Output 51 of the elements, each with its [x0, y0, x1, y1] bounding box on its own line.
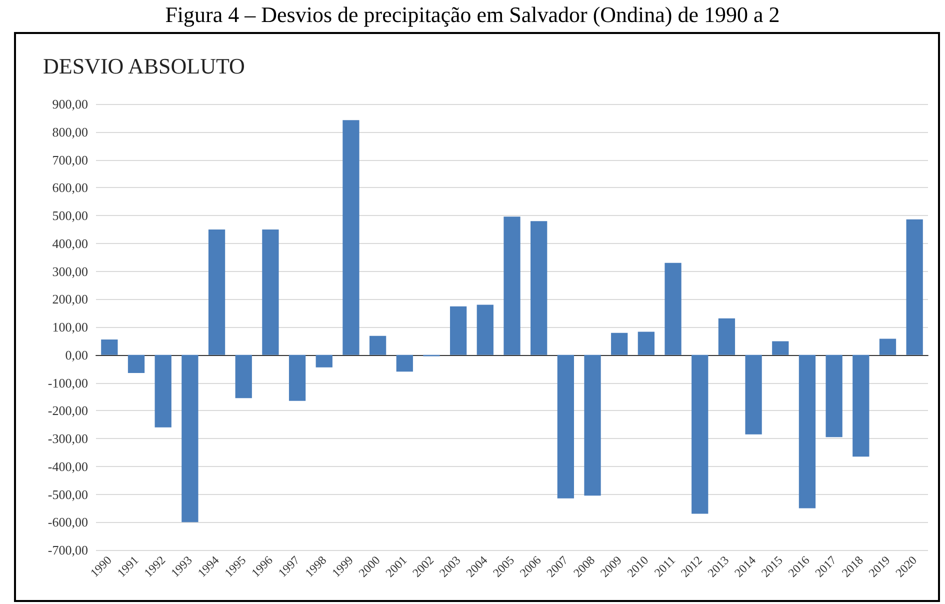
y-tick-label: 300,00 — [52, 264, 88, 279]
y-tick-label: 700,00 — [52, 152, 88, 168]
bar — [101, 340, 118, 355]
y-tick-label: -200,00 — [48, 403, 88, 418]
bar — [664, 262, 682, 355]
bar — [826, 354, 842, 438]
bar — [638, 332, 655, 355]
chart-subtitle: DESVIO ABSOLUTO — [43, 54, 245, 78]
bar — [584, 354, 601, 496]
y-tick-label: -600,00 — [48, 514, 88, 530]
bar — [692, 354, 708, 514]
y-tick-label: 800,00 — [52, 124, 88, 140]
bar — [208, 229, 226, 355]
bar — [288, 354, 306, 401]
x-tick-label: 2011 — [651, 553, 678, 580]
y-tick-label: 200,00 — [52, 292, 88, 307]
bar — [798, 354, 816, 508]
bar — [852, 354, 870, 457]
y-tick-label: 500,00 — [52, 208, 88, 223]
y-tick-label: 900,00 — [52, 96, 88, 112]
bar — [611, 332, 628, 355]
bar — [369, 336, 386, 355]
y-tick-label: -400,00 — [48, 458, 88, 474]
bar — [396, 354, 413, 372]
bar — [772, 341, 789, 355]
chart-title: Figura 4 – Desvios de precipitação em Salvador (Ondina) de 1990 a 2 — [164, 2, 781, 28]
y-tick-label: 100,00 — [52, 320, 88, 334]
bar — [557, 354, 574, 498]
bar — [316, 354, 332, 368]
bar — [906, 219, 923, 355]
bar — [182, 354, 198, 522]
x-tick-label: 1991 — [114, 553, 142, 580]
y-tick-label: -300,00 — [48, 431, 88, 446]
bar — [128, 354, 145, 373]
y-tick-label: -500,00 — [48, 486, 88, 502]
bar — [450, 306, 467, 355]
bar — [154, 354, 172, 428]
y-tick-label: 400,00 — [52, 236, 88, 251]
y-tick-label: -100,00 — [48, 375, 88, 390]
bar — [504, 216, 520, 355]
bar — [262, 229, 279, 355]
bar — [342, 120, 360, 355]
bar — [745, 354, 762, 434]
bar — [530, 221, 548, 355]
bar — [879, 338, 896, 355]
bar — [718, 318, 736, 355]
y-tick-label: 0,00 — [65, 347, 88, 362]
bar — [476, 304, 494, 355]
y-tick-label: -700,00 — [48, 542, 88, 558]
bar — [235, 354, 252, 398]
y-tick-label: 600,00 — [52, 180, 88, 196]
